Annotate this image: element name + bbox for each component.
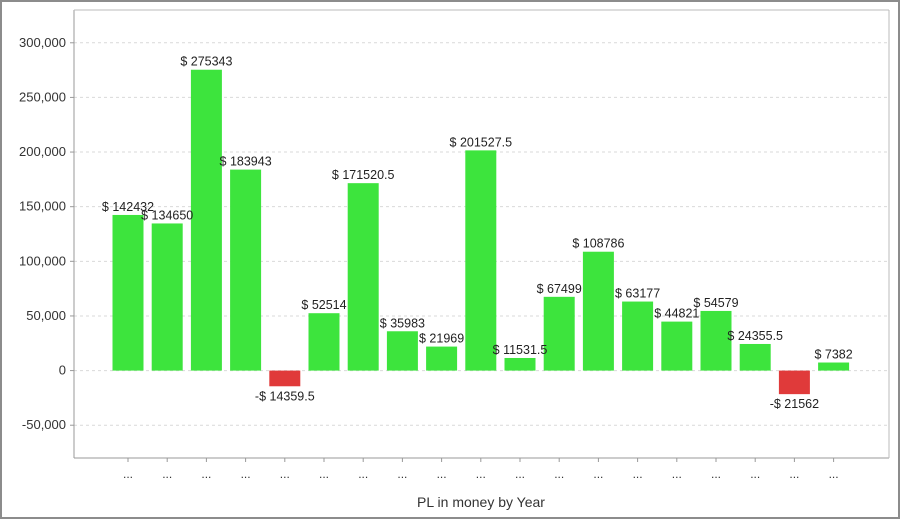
bar[interactable]: [230, 169, 262, 371]
x-category-label: ...: [711, 467, 721, 481]
y-axis-ticks: -50,000 0 50,000 100,000 150,000 200,000 250,0…: [19, 35, 74, 432]
data-label: $ 52514: [301, 298, 346, 312]
data-label: $ 11531.5: [493, 343, 548, 357]
data-label: $ 142432: [102, 200, 154, 214]
bar[interactable]: [151, 223, 183, 371]
data-label: $ 24355.5: [727, 329, 783, 343]
x-category-label: ...: [319, 467, 329, 481]
y-tick-label: 250,000: [19, 89, 66, 104]
bars-group: [112, 69, 850, 395]
y-tick-label: -50,000: [22, 417, 66, 432]
x-category-label: ...: [437, 467, 447, 481]
data-labels-group: $ 142432$ 134650 $ 275343 $ 183943 -$ 14359…: [102, 55, 853, 411]
x-category-label: ...: [672, 467, 682, 481]
y-tick-label: 100,000: [19, 253, 66, 268]
data-label: $ 63177: [615, 287, 660, 301]
bar[interactable]: [347, 183, 379, 371]
bar[interactable]: [426, 346, 458, 371]
data-label: $ 67499: [537, 282, 582, 296]
data-label: $ 44821: [654, 307, 699, 321]
bar[interactable]: [386, 331, 418, 371]
x-category-label: ...: [476, 467, 486, 481]
x-category-label: ...: [829, 467, 839, 481]
y-tick-label: 50,000: [26, 308, 66, 323]
bar[interactable]: [308, 313, 340, 371]
x-category-label: ...: [241, 467, 251, 481]
x-category-label: ...: [515, 467, 525, 481]
data-label: $ 201527.5: [450, 135, 513, 149]
data-label: $ 171520.5: [332, 168, 395, 182]
data-label: $ 35983: [380, 316, 425, 330]
bar[interactable]: [112, 214, 144, 371]
bar[interactable]: [269, 370, 301, 387]
x-category-label: ...: [280, 467, 290, 481]
y-tick-label: 150,000: [19, 199, 66, 214]
bar[interactable]: [778, 370, 810, 395]
x-category-label: ...: [750, 467, 760, 481]
y-tick-label: 200,000: [19, 144, 66, 159]
bar[interactable]: [190, 69, 222, 371]
bar[interactable]: [739, 343, 771, 371]
x-axis-categories: ........................................…: [123, 458, 839, 481]
data-label: $ 134650: [141, 208, 193, 222]
x-category-label: ...: [162, 467, 172, 481]
data-label: -$ 14359.5: [255, 389, 315, 403]
data-label: $ 108786: [572, 237, 624, 251]
data-label: -$ 21562: [770, 397, 819, 411]
x-axis-title: PL in money by Year: [417, 494, 545, 510]
x-category-label: ...: [554, 467, 564, 481]
y-tick-label: 300,000: [19, 35, 66, 50]
y-tick-label: 0: [59, 363, 66, 378]
x-category-label: ...: [633, 467, 643, 481]
x-category-label: ...: [123, 467, 133, 481]
bar[interactable]: [700, 310, 732, 371]
data-label: $ 54579: [693, 296, 738, 310]
data-label: $ 21969: [419, 332, 464, 346]
x-category-label: ...: [397, 467, 407, 481]
bar[interactable]: [465, 150, 497, 371]
bar[interactable]: [622, 301, 654, 371]
data-label: $ 183943: [220, 155, 272, 169]
bar[interactable]: [504, 357, 536, 371]
data-label: $ 275343: [180, 55, 232, 69]
x-category-label: ...: [201, 467, 211, 481]
bar[interactable]: [543, 296, 575, 371]
bar[interactable]: [818, 362, 850, 371]
x-category-label: ...: [789, 467, 799, 481]
bar[interactable]: [582, 251, 614, 371]
x-category-label: ...: [593, 467, 603, 481]
bar[interactable]: [661, 321, 693, 371]
x-category-label: ...: [358, 467, 368, 481]
data-label: $ 7382: [814, 348, 852, 362]
